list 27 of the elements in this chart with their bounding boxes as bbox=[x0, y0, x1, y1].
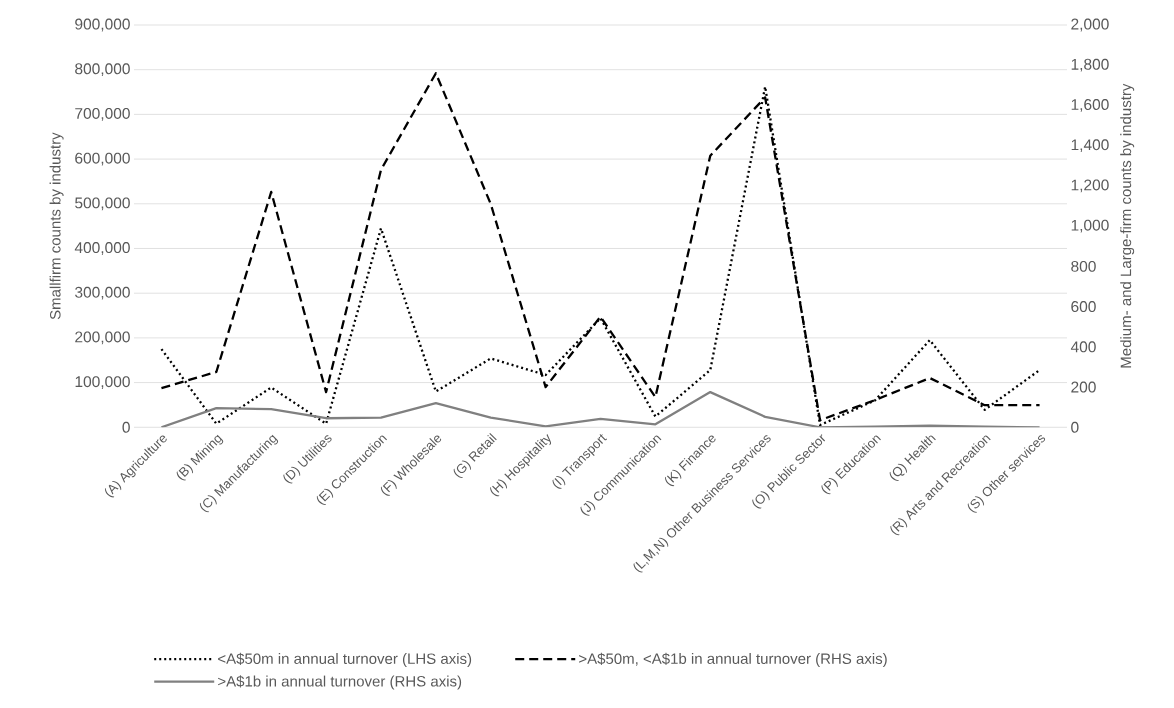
line-series bbox=[160, 390, 1041, 428]
y-tick-label: 600,000 bbox=[75, 152, 130, 166]
y2-tick-label: 600 bbox=[1071, 301, 1096, 313]
y-tick-label: 900,000 bbox=[75, 18, 130, 32]
y-tick-label: 500,000 bbox=[75, 197, 130, 211]
y-axis-title: Smallfirm counts by industry bbox=[49, 132, 64, 320]
y2-tick-label: 800 bbox=[1071, 260, 1096, 272]
y2-tick-label: 400 bbox=[1070, 341, 1096, 353]
y-tick-label: 200,000 bbox=[75, 331, 130, 345]
y2-tick-label: 1,200 bbox=[1071, 179, 1109, 193]
legend-label: >A$50m, <A$1b in annual turnover (RHS axis) bbox=[579, 652, 887, 667]
y2-tick-label: 1,800 bbox=[1071, 58, 1109, 72]
y-tick-label: 800,000 bbox=[75, 63, 130, 77]
y-tick-label: 100,000 bbox=[75, 376, 130, 389]
y-tick-label: 0 bbox=[122, 421, 130, 433]
legend-label: <A$50m in annual turnover (LHS axis) bbox=[218, 652, 472, 667]
y2-tick-label: 2,000 bbox=[1071, 18, 1109, 32]
y-tick-label: 700,000 bbox=[75, 107, 130, 121]
y-tick-label: 400,000 bbox=[74, 242, 130, 255]
y-tick-label: 300,000 bbox=[75, 286, 130, 300]
y2-axis-title: Medium- and Large-firm counts by industry bbox=[1120, 83, 1135, 368]
y2-tick-label: 200 bbox=[1071, 381, 1096, 393]
y2-tick-label: 1,400 bbox=[1071, 139, 1109, 153]
y2-tick-label: 1,000 bbox=[1071, 219, 1109, 233]
legend-label: >A$1b in annual turnover (RHS axis) bbox=[218, 675, 462, 690]
y2-tick-label: 0 bbox=[1071, 421, 1079, 433]
y2-tick-label: 1,600 bbox=[1071, 99, 1109, 112]
